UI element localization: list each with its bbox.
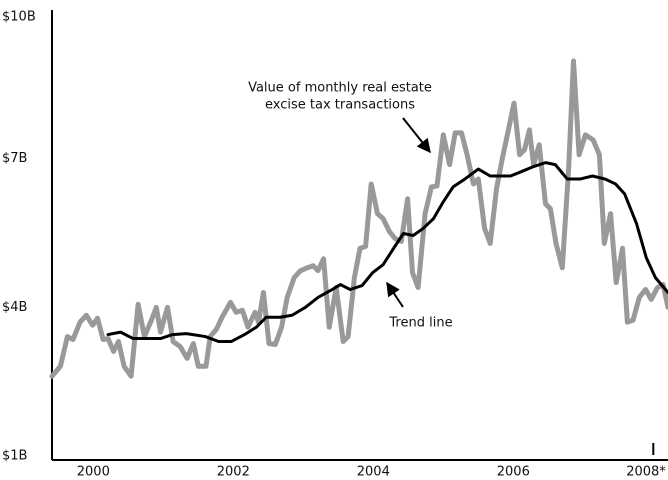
annotation: excise tax transactions: [265, 98, 415, 113]
x-tick-label: 2006: [497, 465, 530, 480]
annotation-arrow: [386, 281, 404, 308]
x-tick-label: 2002: [217, 465, 250, 480]
y-tick-label: $7B: [2, 151, 27, 166]
x-tick-label: 2000: [77, 465, 110, 480]
x-tick-label: 2008*: [626, 465, 666, 480]
y-tick-label: $10B: [2, 10, 36, 25]
y-tick-label: $4B: [2, 300, 27, 315]
x-tick-label: 2004: [357, 465, 390, 480]
y-tick-label: $1B: [2, 449, 27, 464]
annotation-arrow: [402, 117, 431, 154]
series-line: [106, 161, 668, 344]
annotation: Value of monthly real estate: [248, 81, 432, 96]
annotation: Trend line: [388, 316, 452, 331]
series-line: [49, 58, 668, 379]
